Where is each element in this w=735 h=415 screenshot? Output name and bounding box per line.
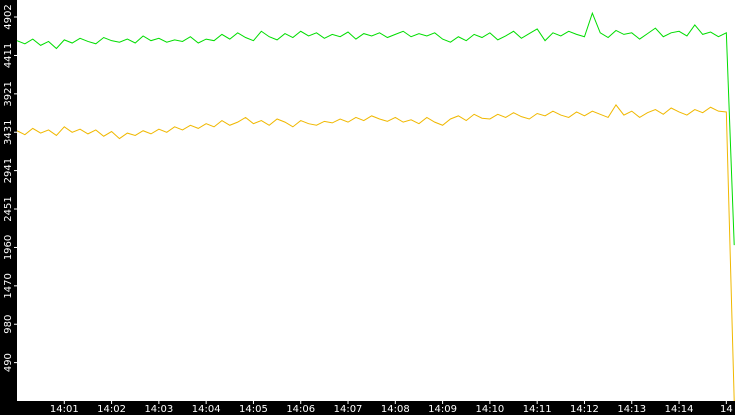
x-tick-label: 14:12: [570, 404, 599, 415]
x-axis-strip: [0, 401, 735, 415]
y-tick-label: 4902: [3, 4, 14, 29]
x-tick-label: 14:14: [665, 404, 694, 415]
y-axis-strip: [0, 0, 17, 415]
series-line: [16, 104, 735, 402]
y-tick-label: 2451: [3, 196, 14, 221]
x-tick-label: 14:06: [286, 404, 315, 415]
x-tick-label: 14:04: [192, 404, 221, 415]
y-tick-label: 1960: [3, 235, 14, 260]
y-tick-label: 980: [3, 315, 14, 334]
x-tick-label: 14:11: [523, 404, 552, 415]
y-tick-label: 3921: [3, 81, 14, 106]
x-tick-label: 14:07: [334, 404, 363, 415]
x-tick-label: 14:13: [617, 404, 646, 415]
x-tick-label: 14:05: [239, 404, 268, 415]
x-tick-label: 14: [720, 404, 733, 415]
x-tick-label: 14:01: [50, 404, 79, 415]
x-tick-label: 14:02: [97, 404, 126, 415]
series-line: [16, 11, 735, 246]
y-tick-label: 3431: [3, 120, 14, 145]
x-tick-label: 14:03: [144, 404, 173, 415]
x-tick-label: 14:08: [381, 404, 410, 415]
x-tick-label: 14:09: [428, 404, 457, 415]
y-tick-label: 2941: [3, 158, 14, 183]
y-tick-label: 4411: [3, 43, 14, 68]
y-tick-label: 1470: [3, 273, 14, 298]
y-tick-label: 490: [3, 353, 14, 372]
x-tick-label: 14:10: [475, 404, 504, 415]
